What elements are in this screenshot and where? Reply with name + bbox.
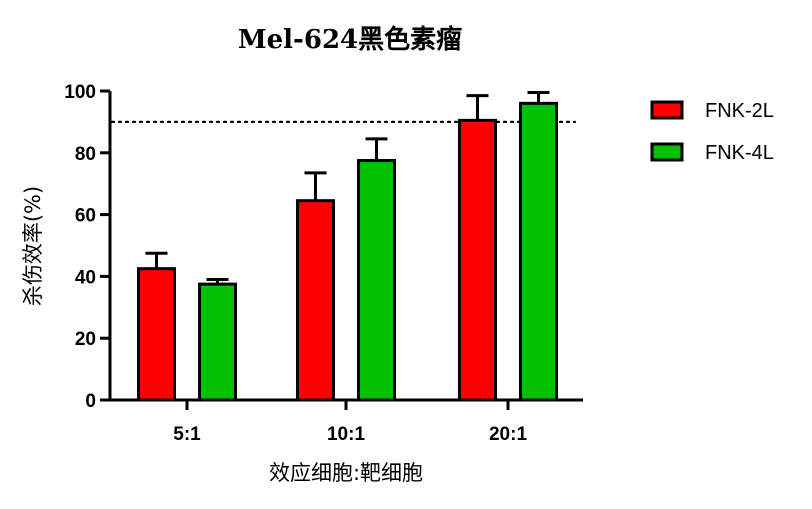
x-axis-label: 效应细胞:靶细胞 (269, 461, 423, 485)
y-axis-ticks: 0 20 40 60 80 100 (64, 82, 110, 412)
legend-label-fnk-4l: FNK-4L (705, 142, 774, 164)
x-axis-ticks: 5:1 10:1 20:1 (173, 400, 527, 445)
legend: FNK-2L FNK-4L (650, 100, 774, 164)
y-tick-label: 100 (64, 82, 96, 103)
legend-swatch-fnk-2l (650, 100, 684, 120)
y-tick-label: 60 (75, 206, 96, 227)
legend-label-fnk-2l: FNK-2L (705, 100, 774, 122)
bar-fnk-4l-5-1 (198, 282, 237, 402)
x-tick-label: 20:1 (489, 424, 527, 445)
y-tick-label: 80 (75, 144, 96, 165)
x-tick-label: 10:1 (327, 424, 365, 445)
bar-fnk-4l-20-1 (519, 101, 558, 402)
y-axis-label: 杀伤效率(%) (21, 186, 45, 306)
plot-area (110, 91, 577, 402)
bar-fnk-2l-10-1 (296, 199, 335, 402)
y-tick-label: 40 (75, 267, 96, 288)
y-tick-label: 20 (75, 329, 96, 350)
x-tick-label: 5:1 (173, 424, 201, 445)
y-tick-label: 0 (85, 391, 96, 412)
chart-title: Mel-624黑色素瘤 (238, 24, 462, 55)
legend-swatch-fnk-4l (650, 142, 684, 162)
bar-fnk-2l-5-1 (137, 267, 176, 402)
bar-fnk-2l-20-1 (458, 118, 497, 402)
bar-fnk-4l-10-1 (357, 159, 396, 402)
